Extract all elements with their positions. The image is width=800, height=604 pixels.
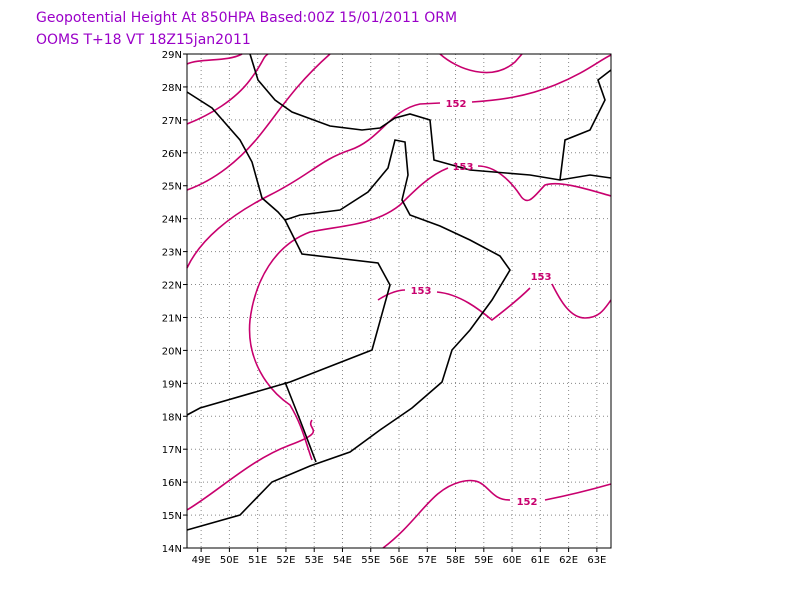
map-frame (186, 53, 612, 549)
contour (439, 53, 523, 74)
border (186, 219, 391, 463)
lon-tick-label: 50E (220, 555, 239, 566)
lat-tick-label: 25N (162, 182, 182, 193)
contour (382, 479, 612, 549)
lon-tick-label: 62E (559, 555, 578, 566)
lat-tick-label: 24N (162, 215, 182, 226)
lon-tick-label: 57E (418, 555, 437, 566)
contour (186, 53, 243, 65)
contour (377, 283, 612, 322)
coastline (186, 91, 511, 531)
contour (248, 165, 612, 461)
lat-tick-label: 18N (162, 412, 182, 423)
lat-tick-label: 27N (162, 116, 182, 127)
lon-tick-label: 53E (305, 555, 324, 566)
contour-label: 153 (531, 272, 552, 283)
lon-tick-label: 60E (503, 555, 522, 566)
lat-tick-label: 20N (162, 346, 182, 357)
lat-tick-label: 23N (162, 248, 182, 259)
lon-tick-label: 63E (587, 555, 606, 566)
lat-tick-label: 17N (162, 445, 182, 456)
coastlines (186, 53, 612, 531)
contours (186, 53, 612, 549)
contour (186, 419, 315, 511)
lon-tick-label: 52E (276, 555, 295, 566)
lat-tick-label: 15N (162, 511, 182, 522)
lon-tick-label: 61E (531, 555, 550, 566)
contour-label: 152 (446, 99, 467, 110)
contour-label: 153 (453, 162, 474, 173)
lon-tick-label: 51E (248, 555, 267, 566)
title-line: OOMS T+18 VT 18Z15jan2011 (36, 32, 251, 48)
lon-tick-label: 55E (361, 555, 380, 566)
lat-tick-label: 29N (162, 50, 182, 61)
lat-tick-label: 14N (162, 544, 182, 555)
contour-label: 153 (411, 286, 432, 297)
lat-tick-label: 22N (162, 281, 182, 292)
lon-tick-label: 58E (446, 555, 465, 566)
contour (186, 53, 269, 125)
lat-tick-label: 28N (162, 83, 182, 94)
contour-label: 152 (517, 497, 538, 508)
lat-tick-label: 21N (162, 313, 182, 324)
lat-tick-label: 26N (162, 149, 182, 160)
lon-tick-label: 56E (389, 555, 408, 566)
coastline (249, 53, 612, 181)
title-line: Geopotential Height At 850HPA Based:00Z … (36, 10, 457, 26)
lat-tick-label: 16N (162, 478, 182, 489)
lon-tick-label: 59E (474, 555, 493, 566)
grid (183, 53, 611, 552)
lon-tick-label: 54E (333, 555, 352, 566)
contour (186, 53, 331, 191)
lon-tick-label: 49E (192, 555, 211, 566)
lat-tick-label: 19N (162, 379, 182, 390)
